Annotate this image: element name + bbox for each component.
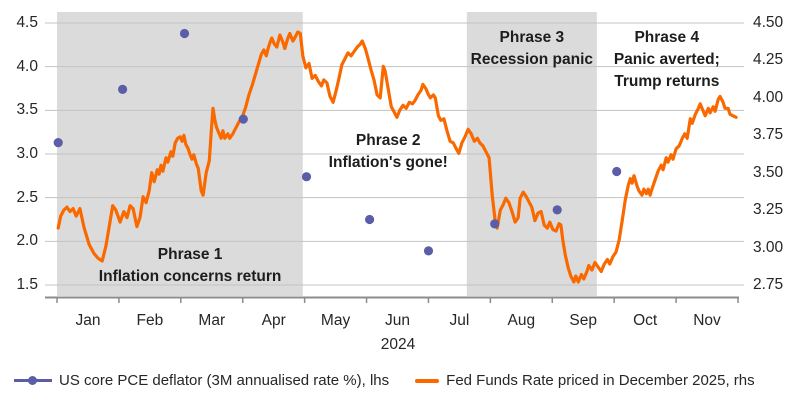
pce-dot (179, 28, 190, 39)
phase-annotation-line: Phrase 1 (157, 246, 223, 263)
x-axis-month-label: Jan (75, 312, 101, 329)
pce-dot (612, 166, 622, 177)
phase-annotation: Phrase 1 Inflation concerns return (99, 244, 282, 288)
left-axis-tick-label: 4.5 (16, 14, 38, 31)
phase-annotation-line: Panic averted; (613, 51, 720, 68)
x-axis-month-label: Apr (261, 312, 286, 329)
fed-funds-line (56, 30, 738, 284)
pce-dot (118, 84, 128, 94)
right-axis-tick-label: 4.50 (753, 14, 784, 31)
pce-dot (301, 172, 312, 182)
x-axis-month-label: Oct (633, 312, 658, 329)
right-axis-tick-label: 3.50 (753, 163, 784, 181)
phase-annotation: Phrase 2 Inflation's gone! (329, 130, 448, 174)
left-axis-tick-label: 1.5 (16, 276, 38, 293)
pce-dot (238, 114, 248, 124)
phase-annotation: Phrase 4 Panic averted; Trump returns (614, 27, 720, 93)
x-axis-year-label: 2024 (380, 336, 416, 353)
phase-annotation-line: Phrase 3 (499, 29, 565, 46)
pce-dot (490, 219, 500, 229)
x-axis-month-label: Nov (693, 312, 721, 329)
legend-label-fed-funds: Fed Funds Rate priced in December 2025, … (446, 372, 755, 389)
right-axis-tick-label: 3.00 (753, 238, 784, 256)
pce-line-dot-marker-icon (14, 375, 52, 386)
legend: US core PCE deflator (3M annualised rate… (14, 372, 755, 389)
x-axis-month-label: Mar (198, 312, 226, 329)
phase-annotation-line: Recession panic (470, 51, 593, 68)
phase-annotation-line: Phrase 4 (634, 29, 700, 46)
legend-item-pce: US core PCE deflator (3M annualised rate… (14, 372, 389, 389)
right-axis-tick-label: 3.25 (753, 201, 784, 219)
legend-label-pce: US core PCE deflator (3M annualised rate… (59, 372, 390, 389)
pce-dot (552, 205, 562, 215)
x-axis-month-label: May (320, 312, 351, 329)
pce-dot (365, 214, 375, 225)
x-axis-month-label: Feb (136, 312, 164, 329)
legend-item-fed-funds: Fed Funds Rate priced in December 2025, … (415, 372, 755, 389)
phase-annotation-line: Trump returns (614, 73, 720, 90)
pce-dot (53, 138, 63, 148)
x-axis-month-label: Jun (384, 312, 410, 329)
left-axis-tick-label: 2.5 (16, 188, 38, 206)
x-axis-month-label: Aug (507, 312, 536, 329)
right-axis-tick-label: 4.25 (753, 51, 784, 69)
pce-dot (423, 246, 434, 256)
phase-annotation-line: Inflation's gone! (328, 154, 448, 171)
x-axis-month-label: Sep (569, 312, 598, 329)
phase-annotation: Phrase 3 Recession panic (471, 27, 593, 71)
right-axis-tick-label: 2.75 (753, 276, 784, 293)
phase-annotation-line: Phrase 2 (355, 132, 421, 149)
pce-marker-dot (28, 376, 37, 385)
left-axis-tick-label: 4.0 (16, 57, 38, 75)
fed-funds-line-marker-icon (415, 378, 440, 383)
left-axis-tick-label: 3.5 (16, 101, 38, 119)
x-axis-month-label: Jul (449, 312, 470, 329)
left-axis-tick-label: 3.0 (16, 145, 38, 162)
right-axis-tick-label: 4.00 (753, 88, 784, 106)
phase-annotation-line: Inflation concerns return (98, 268, 282, 285)
left-axis-tick-label: 2.0 (16, 232, 38, 250)
right-axis-tick-label: 3.75 (753, 126, 784, 144)
